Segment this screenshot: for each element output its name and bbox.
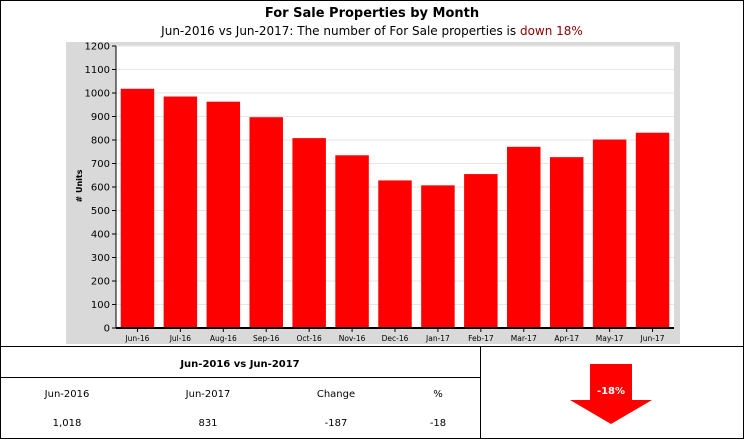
bar-chart: 0 100 200 300 400 500 600 700 800 900 1000 1100 1200…: [66, 42, 680, 344]
bar-may-17: [592, 139, 627, 328]
x-tick-label: Sep-16: [253, 334, 280, 343]
bar-nov-16: [335, 155, 369, 328]
summary-title: Jun-2016 vs Jun-2017: [180, 359, 300, 370]
bar-oct-16: [292, 138, 326, 328]
bar-jun-17: [635, 132, 670, 328]
summary-header-change: Change: [316, 389, 356, 400]
summary-value-jun-2016: 1,018: [52, 418, 82, 429]
y-tick-label: 800: [91, 136, 110, 147]
y-tick-label: 100: [91, 300, 110, 311]
summary-header-jun-2016: Jun-2016: [44, 389, 90, 400]
down-arrow-icon: [570, 364, 652, 424]
y-tick-label: 900: [91, 112, 110, 123]
x-tick-label: May-17: [596, 334, 624, 343]
y-axis-label: # Units: [75, 169, 84, 202]
y-tick-label: 1000: [85, 89, 110, 100]
x-tick-label: Jul-16: [169, 334, 192, 343]
down-arrow-indicator: -18%: [568, 364, 654, 428]
summary-indicator: -18%: [481, 346, 743, 438]
y-tick-label: 1100: [85, 65, 110, 76]
bar-jul-16: [163, 96, 198, 329]
bar-sep-16: [249, 117, 283, 328]
summary-value-percent: -18: [429, 418, 447, 429]
x-tick-label: Oct-16: [297, 334, 322, 343]
subtitle-prefix: Jun-2016 vs Jun-2017: The number of For …: [161, 24, 517, 38]
summary-divider: [0, 377, 480, 378]
summary-value-change: -187: [324, 418, 348, 429]
bar-dec-16: [378, 180, 412, 328]
bar-feb-17: [464, 174, 498, 328]
subtitle-trend: down 18%: [519, 24, 583, 38]
bar-apr-17: [549, 157, 584, 328]
bar-jan-17: [421, 185, 455, 328]
x-tick-label: Aug-16: [210, 334, 237, 343]
summary-header-jun-2017: Jun-2017: [185, 389, 231, 400]
x-tick-label: Feb-17: [468, 334, 494, 343]
chart-title: For Sale Properties by Month: [264, 6, 480, 21]
summary-section: Jun-2016 vs Jun-2017 Jun-2016 Jun-2017 C…: [0, 346, 744, 439]
summary-table: Jun-2016 vs Jun-2017 Jun-2016 Jun-2017 C…: [0, 346, 481, 438]
chart-subtitle: Jun-2016 vs Jun-2017: The number of For …: [0, 24, 744, 38]
x-tick-label: Mar-17: [511, 334, 537, 343]
x-tick-label: Nov-16: [339, 334, 366, 343]
y-tick-label: 700: [91, 159, 110, 170]
y-tick-label: 0: [104, 324, 110, 335]
y-tick-label: 300: [91, 253, 110, 264]
bar-mar-17: [507, 146, 541, 328]
y-tick-label: 600: [91, 183, 110, 194]
y-tick-label: 1200: [85, 42, 110, 53]
indicator-label: -18%: [596, 386, 626, 397]
x-tick-label: Dec-16: [382, 334, 409, 343]
summary-value-jun-2017: 831: [198, 418, 218, 429]
y-tick-label: 400: [91, 230, 110, 241]
x-tick-label: Apr-17: [554, 334, 579, 343]
bar-jun-16: [120, 88, 155, 328]
x-tick-label: Jan-17: [425, 334, 450, 343]
y-tick-label: 200: [91, 277, 110, 288]
x-tick-label: Jun-17: [640, 334, 665, 343]
bar-aug-16: [206, 101, 241, 328]
y-tick-label: 500: [91, 206, 110, 217]
summary-header-percent: %: [433, 389, 443, 400]
x-tick-label: Jun-16: [124, 334, 149, 343]
